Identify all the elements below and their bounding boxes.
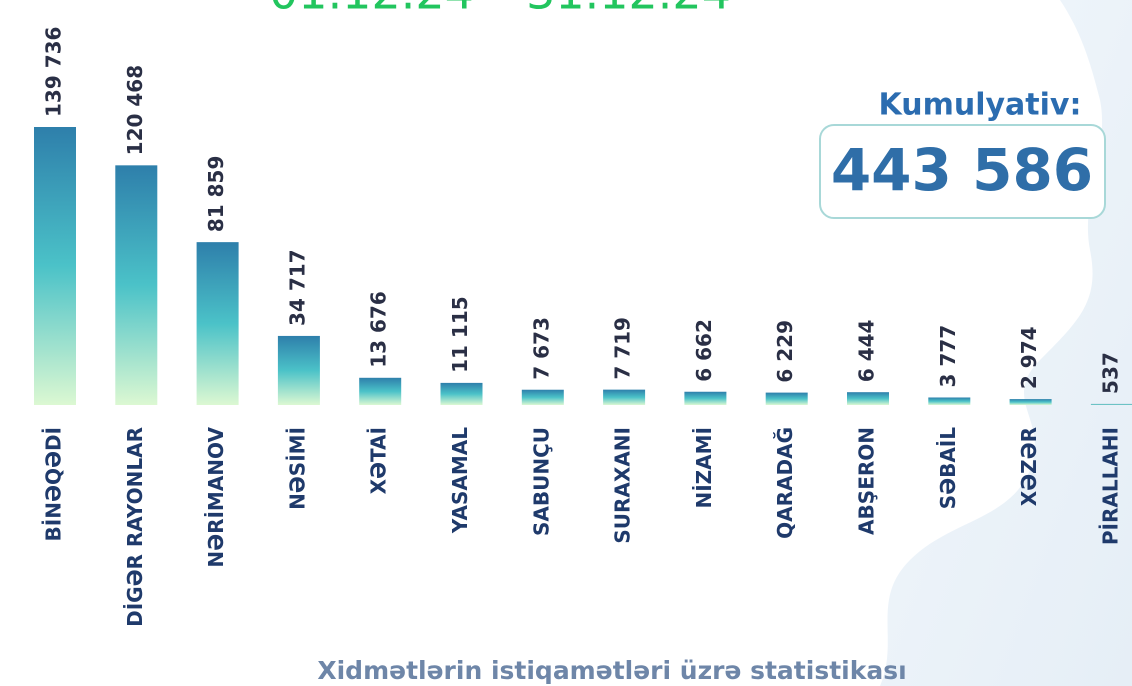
bar <box>603 389 646 405</box>
bar <box>34 127 76 405</box>
value-label: 13 676 <box>367 291 391 368</box>
bar <box>440 382 483 405</box>
x-tick-label: NİZAMİ <box>692 427 716 509</box>
x-tick-label: ABŞERON <box>855 427 879 535</box>
x-tick-label: NƏRİMANOV <box>204 426 228 567</box>
bar <box>359 377 402 405</box>
x-tick-label: BİNƏQƏDİ <box>42 427 66 541</box>
x-tick-label: SƏBAİL <box>936 427 960 510</box>
x-tick-label: PİRALLAHI <box>1098 427 1122 545</box>
x-tick-label: QARADAĞ <box>773 427 797 539</box>
x-tick-label: YASAMAL <box>448 427 472 534</box>
bar <box>684 391 727 405</box>
bar <box>847 392 889 405</box>
value-label: 2 974 <box>1017 326 1041 389</box>
value-label: 11 115 <box>448 296 472 373</box>
value-label: 6 444 <box>855 320 879 383</box>
value-label: 139 736 <box>42 27 66 117</box>
total-label: Kumulyativ: <box>879 88 1082 123</box>
x-tick-label: NƏSİMİ <box>285 427 309 510</box>
value-label: 7 673 <box>529 317 553 380</box>
bar <box>277 335 320 405</box>
bar <box>1009 399 1052 405</box>
chart-title: Xidmətlərin istiqamətləri üzrə statistik… <box>317 656 906 685</box>
bar <box>1090 403 1132 405</box>
total-value: 443 586 <box>831 136 1093 204</box>
x-tick-label: XƏZƏR <box>1017 427 1041 506</box>
bar <box>196 242 239 405</box>
x-tick-label: DİGƏR RAYONLAR <box>123 427 147 627</box>
value-label: 81 859 <box>204 156 228 233</box>
bar <box>115 165 158 405</box>
total-box <box>819 124 1106 219</box>
map-shape <box>880 0 1132 686</box>
x-tick-label: SABUNÇU <box>529 427 553 536</box>
x-tick-label: SURAXANI <box>611 427 635 544</box>
value-label: 120 468 <box>123 65 147 155</box>
value-label: 34 717 <box>285 249 309 326</box>
bar <box>928 397 971 405</box>
bar <box>765 392 808 405</box>
x-tick-label: XƏTAİ <box>367 427 391 494</box>
value-label: 537 <box>1098 352 1122 394</box>
value-label: 7 719 <box>611 317 635 380</box>
subtitle: 01.12.24 – 31.12.24 <box>269 0 731 20</box>
bar <box>521 389 564 405</box>
value-label: 6 229 <box>773 320 797 383</box>
value-label: 3 777 <box>936 325 960 388</box>
value-label: 6 662 <box>692 319 716 382</box>
